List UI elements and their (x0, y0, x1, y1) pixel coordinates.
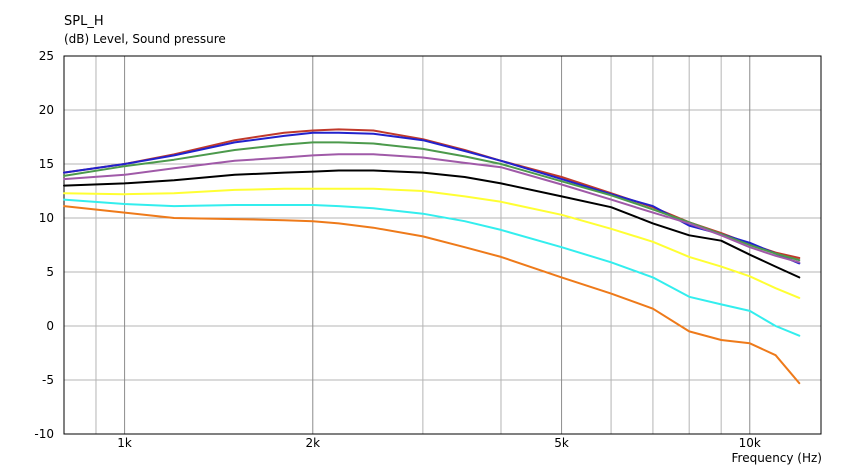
x-tick-label: 5k (554, 436, 569, 450)
series-line (63, 141, 801, 262)
y-tick-label: 25 (39, 49, 54, 63)
series-line (63, 187, 801, 299)
series-line (63, 198, 801, 337)
y-tick-label: 20 (39, 103, 54, 117)
x-tick-label: 10k (739, 436, 761, 450)
y-tick-label: -5 (42, 373, 54, 387)
y-tick-label: 5 (46, 265, 54, 279)
x-axis-label: Frequency (Hz) (731, 451, 823, 465)
y-tick-label: 10 (39, 211, 54, 225)
y-axis-label: (dB) Level, Sound pressure (64, 32, 226, 46)
y-tick-label: -10 (34, 427, 54, 441)
x-tick-label: 1k (117, 436, 132, 450)
chart-title: SPL_H (64, 14, 104, 29)
y-tick-label: 0 (46, 319, 54, 333)
series-line (63, 153, 801, 264)
series-line (63, 205, 801, 385)
y-tick-label: 15 (39, 157, 54, 171)
series-line (63, 169, 801, 279)
x-tick-label: 2k (305, 436, 320, 450)
plot-area-border (63, 55, 822, 435)
